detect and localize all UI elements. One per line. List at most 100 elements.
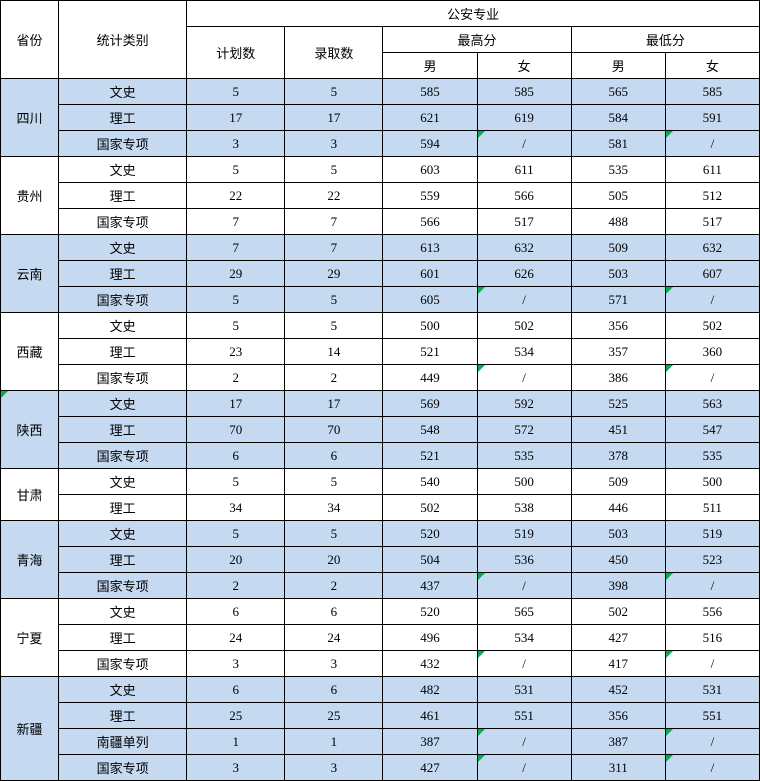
cell-admit-count: 2	[285, 573, 383, 599]
cell-max-female: 536	[477, 547, 571, 573]
table-row: 西藏文史55500502356502	[1, 313, 760, 339]
cell-max-male: 496	[383, 625, 477, 651]
table-row: 南疆单列11387/387/	[1, 729, 760, 755]
cell-stat-type: 南疆单列	[59, 729, 187, 755]
table-row: 理工1717621619584591	[1, 105, 760, 131]
cell-plan-count: 5	[187, 157, 285, 183]
cell-admit-count: 5	[285, 521, 383, 547]
cell-stat-type: 文史	[59, 79, 187, 105]
table-row: 理工2314521534357360	[1, 339, 760, 365]
cell-stat-type: 理工	[59, 703, 187, 729]
cell-stat-type: 文史	[59, 469, 187, 495]
cell-stat-type: 国家专项	[59, 365, 187, 391]
cell-min-male: 451	[571, 417, 665, 443]
cell-plan-count: 3	[187, 651, 285, 677]
cell-max-male: 449	[383, 365, 477, 391]
cell-max-female: 592	[477, 391, 571, 417]
cell-admit-count: 6	[285, 443, 383, 469]
table-row: 国家专项33594/581/	[1, 131, 760, 157]
cell-min-male: 356	[571, 313, 665, 339]
table-row: 云南文史77613632509632	[1, 235, 760, 261]
cell-stat-type: 国家专项	[59, 651, 187, 677]
cell-plan-count: 17	[187, 391, 285, 417]
cell-admit-count: 5	[285, 469, 383, 495]
cell-plan-count: 6	[187, 443, 285, 469]
cell-plan-count: 1	[187, 729, 285, 755]
cell-min-male: 386	[571, 365, 665, 391]
cell-min-male: 503	[571, 261, 665, 287]
table-row: 青海文史55520519503519	[1, 521, 760, 547]
cell-max-female: /	[477, 131, 571, 157]
cell-min-male: 357	[571, 339, 665, 365]
cell-min-female: /	[665, 651, 759, 677]
cell-max-female: 626	[477, 261, 571, 287]
table-row: 国家专项77566517488517	[1, 209, 760, 235]
table-row: 陕西文史1717569592525563	[1, 391, 760, 417]
table-row: 国家专项33427/311/	[1, 755, 760, 781]
header-plan-count: 计划数	[187, 27, 285, 79]
cell-min-male: 311	[571, 755, 665, 781]
header-max-female: 女	[477, 53, 571, 79]
cell-max-female: 502	[477, 313, 571, 339]
cell-max-male: 461	[383, 703, 477, 729]
cell-min-male: 503	[571, 521, 665, 547]
cell-stat-type: 理工	[59, 183, 187, 209]
cell-admit-count: 7	[285, 235, 383, 261]
cell-stat-type: 国家专项	[59, 443, 187, 469]
cell-max-female: /	[477, 651, 571, 677]
cell-min-male: 488	[571, 209, 665, 235]
cell-admit-count: 34	[285, 495, 383, 521]
cell-min-male: 452	[571, 677, 665, 703]
cell-plan-count: 7	[187, 209, 285, 235]
cell-min-male: 505	[571, 183, 665, 209]
cell-admit-count: 70	[285, 417, 383, 443]
table-row: 理工2222559566505512	[1, 183, 760, 209]
cell-stat-type: 文史	[59, 521, 187, 547]
cell-min-male: 356	[571, 703, 665, 729]
cell-max-male: 387	[383, 729, 477, 755]
cell-min-female: 585	[665, 79, 759, 105]
cell-max-female: 572	[477, 417, 571, 443]
cell-max-female: 565	[477, 599, 571, 625]
cell-plan-count: 25	[187, 703, 285, 729]
cell-max-female: 619	[477, 105, 571, 131]
cell-stat-type: 国家专项	[59, 131, 187, 157]
cell-min-female: 519	[665, 521, 759, 547]
cell-max-male: 482	[383, 677, 477, 703]
cell-stat-type: 文史	[59, 235, 187, 261]
cell-admit-count: 7	[285, 209, 383, 235]
cell-min-male: 535	[571, 157, 665, 183]
cell-max-female: 566	[477, 183, 571, 209]
table-row: 四川文史55585585565585	[1, 79, 760, 105]
cell-province: 陕西	[1, 391, 59, 469]
cell-min-female: /	[665, 755, 759, 781]
cell-stat-type: 理工	[59, 495, 187, 521]
cell-min-female: 517	[665, 209, 759, 235]
cell-min-male: 509	[571, 469, 665, 495]
cell-admit-count: 14	[285, 339, 383, 365]
cell-stat-type: 理工	[59, 625, 187, 651]
cell-max-male: 566	[383, 209, 477, 235]
table-body: 四川文史55585585565585理工1717621619584591国家专项…	[1, 79, 760, 781]
table-row: 理工2424496534427516	[1, 625, 760, 651]
cell-province: 四川	[1, 79, 59, 157]
cell-province: 新疆	[1, 677, 59, 781]
admissions-table: 省份 统计类别 公安专业 计划数 录取数 最高分 最低分 男 女 男 女 四川文…	[0, 0, 760, 781]
cell-plan-count: 23	[187, 339, 285, 365]
header-major: 公安专业	[187, 1, 760, 27]
cell-stat-type: 理工	[59, 547, 187, 573]
cell-min-female: 512	[665, 183, 759, 209]
cell-min-female: 611	[665, 157, 759, 183]
cell-stat-type: 文史	[59, 599, 187, 625]
cell-max-male: 540	[383, 469, 477, 495]
cell-min-female: 360	[665, 339, 759, 365]
table-header: 省份 统计类别 公安专业 计划数 录取数 最高分 最低分 男 女 男 女	[1, 1, 760, 79]
cell-max-female: 538	[477, 495, 571, 521]
cell-min-male: 446	[571, 495, 665, 521]
cell-max-male: 432	[383, 651, 477, 677]
cell-min-male: 581	[571, 131, 665, 157]
cell-plan-count: 70	[187, 417, 285, 443]
table-row: 理工7070548572451547	[1, 417, 760, 443]
table-row: 国家专项66521535378535	[1, 443, 760, 469]
cell-min-male: 509	[571, 235, 665, 261]
